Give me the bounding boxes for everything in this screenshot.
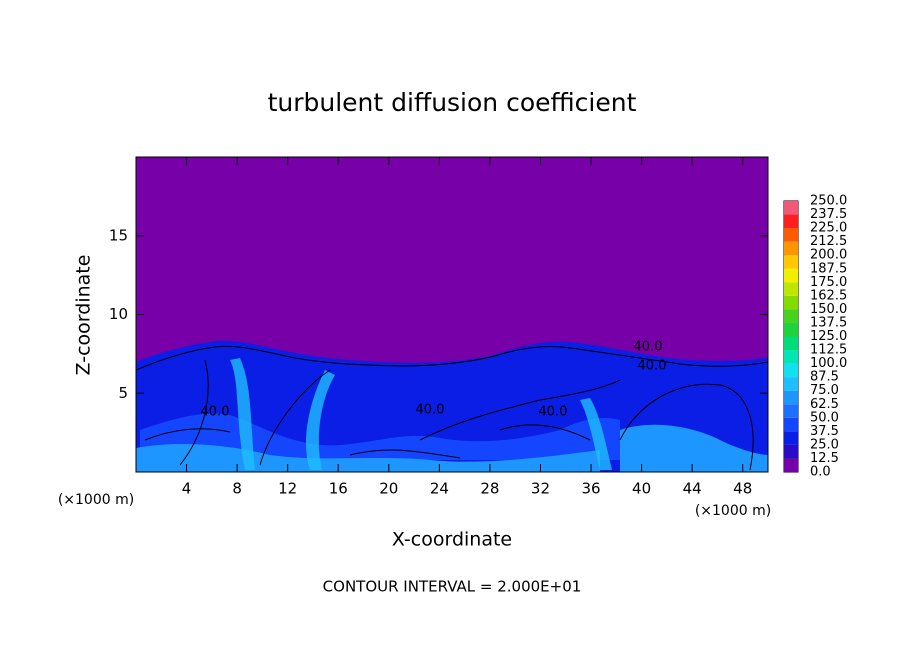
colorbar-swatch (784, 350, 798, 364)
field-region (620, 424, 768, 472)
colorbar-label: 50.0 (810, 410, 839, 425)
contour-label: 40.0 (634, 340, 663, 355)
x-tick-label: 16 (329, 480, 348, 498)
x-tick-label: 24 (430, 480, 449, 498)
contour-label: 40.0 (638, 359, 667, 374)
colorbar-swatch (784, 295, 798, 310)
colorbar-swatch (784, 417, 798, 432)
contour-lines (135, 345, 769, 471)
colorbar-label: 212.5 (810, 234, 847, 249)
colorbar-swatch (784, 282, 798, 296)
colorbar-label: 0.0 (810, 465, 831, 480)
colorbar-label: 237.5 (810, 207, 847, 222)
x-tick-label: 36 (581, 480, 600, 498)
colorbar-label: 125.0 (810, 329, 847, 344)
colorbar-label: 200.0 (810, 248, 847, 263)
x-tick-label: 48 (733, 480, 752, 498)
x-tick-label: 32 (531, 480, 550, 498)
colorbar-label: 87.5 (810, 370, 839, 385)
x-unit-label: (×1000 m) (695, 503, 771, 519)
colorbar-swatch (784, 214, 798, 229)
x-unit-label: (×1000 m) (58, 492, 134, 508)
colorbar-label: 175.0 (810, 275, 847, 290)
field (135, 157, 769, 472)
colorbar-label: 225.0 (810, 221, 847, 236)
x-tick-label: 44 (683, 480, 702, 498)
colorbar-swatch (784, 322, 798, 337)
x-tick-label: 8 (232, 480, 242, 498)
colorbar-swatch (784, 255, 798, 269)
contour-label: 40.0 (201, 405, 230, 420)
x-tick-label: 28 (480, 480, 499, 498)
colorbar-swatch (784, 201, 798, 215)
x-tick-label: 4 (182, 480, 192, 498)
colorbar-label: 75.0 (810, 383, 839, 398)
colorbar-label: 250.0 (810, 194, 847, 209)
field-region (230, 358, 612, 470)
contour-label: 40.0 (416, 403, 445, 418)
colorbar-swatch (784, 241, 798, 256)
y-tick-label: 15 (109, 226, 128, 244)
x-tick-label: 40 (632, 480, 651, 498)
colorbar-swatch (784, 268, 798, 283)
y-tick-label: 10 (109, 305, 128, 323)
colorbar-label: 12.5 (810, 451, 839, 466)
colorbar-swatch (784, 377, 798, 391)
colorbar-swatch (784, 390, 798, 405)
footer-note: CONTOUR INTERVAL = 2.000E+01 (323, 578, 582, 596)
colorbar-label: 137.5 (810, 315, 847, 330)
colorbar-label: 100.0 (810, 356, 847, 371)
chart-title: turbulent diffusion coefficient (268, 88, 637, 117)
colorbar-swatch (784, 431, 798, 445)
colorbar-swatch (784, 309, 798, 323)
colorbar-label: 187.5 (810, 261, 847, 276)
colorbar-label: 112.5 (810, 343, 847, 358)
x-tick-label: 12 (278, 480, 297, 498)
field-region (140, 413, 620, 460)
colorbar-swatch (784, 458, 798, 472)
x-tick-label: 20 (379, 480, 398, 498)
colorbar-label: 162.5 (810, 288, 847, 303)
contour-label: 40.0 (539, 405, 568, 420)
y-axis-label: Z-coordinate (73, 255, 95, 376)
y-tick-label: 5 (118, 384, 128, 402)
colorbar-label: 62.5 (810, 397, 839, 412)
colorbar-swatch (784, 404, 798, 418)
colorbar-swatch (784, 336, 798, 351)
colorbar-label: 25.0 (810, 437, 839, 452)
colorbar-swatch (784, 363, 798, 378)
colorbar-swatch (784, 444, 798, 459)
colorbar-label: 37.5 (810, 424, 839, 439)
colorbar-label: 150.0 (810, 302, 847, 317)
x-axis-label: X-coordinate (392, 529, 512, 551)
colorbar-swatch (784, 228, 798, 242)
